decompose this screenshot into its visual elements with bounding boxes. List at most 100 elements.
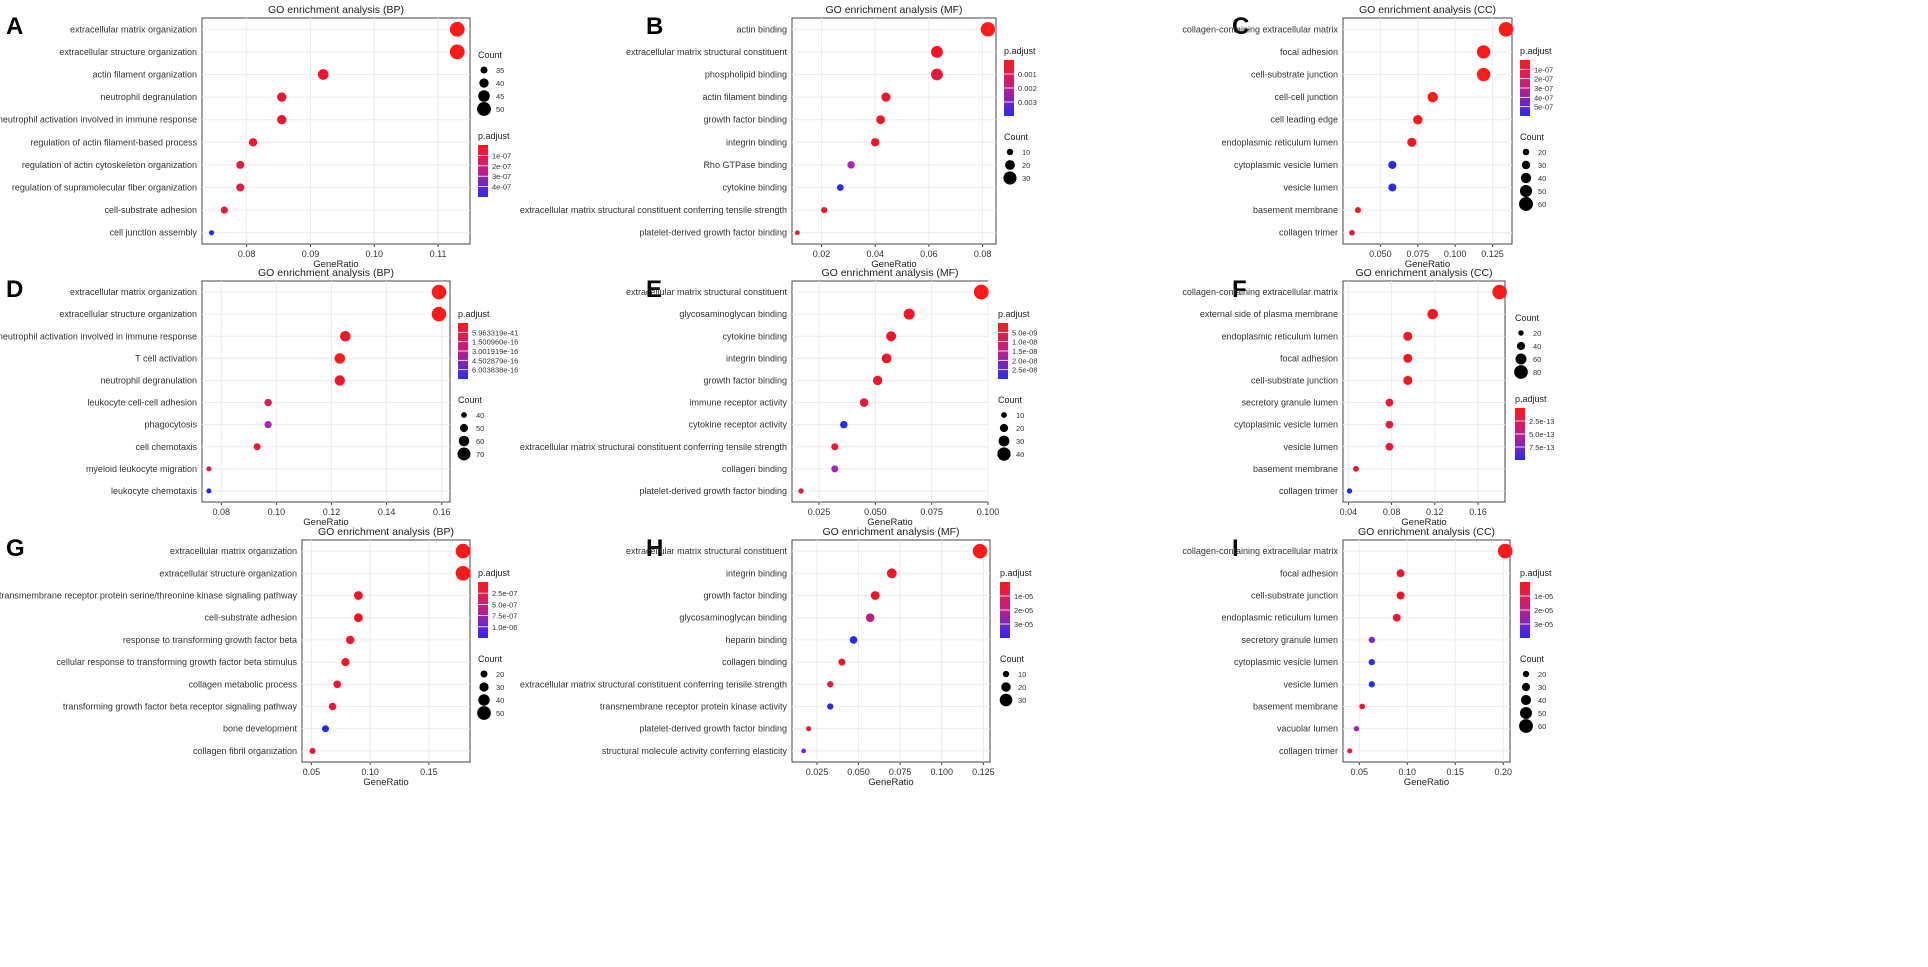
term-label: extracellular matrix structural constitu… bbox=[626, 546, 788, 556]
data-point bbox=[317, 69, 329, 80]
data-point bbox=[449, 21, 465, 37]
data-points bbox=[206, 284, 447, 494]
count-legend: Count 10 20 30 bbox=[1003, 132, 1030, 185]
count-legend-label: 30 bbox=[1016, 437, 1024, 446]
term-label: leukocyte chemotaxis bbox=[111, 486, 198, 496]
term-label: growth factor binding bbox=[703, 591, 787, 601]
padjust-label: 5.0e-13 bbox=[1529, 430, 1554, 439]
count-legend-label: 40 bbox=[1533, 342, 1541, 351]
x-tick-label: 0.02 bbox=[813, 249, 831, 259]
count-legend-dot bbox=[477, 706, 491, 720]
term-label: focal adhesion bbox=[1280, 353, 1338, 363]
padjust-label: 1.5e-08 bbox=[1012, 347, 1037, 356]
padjust-label: 1.0e-06 bbox=[492, 623, 517, 632]
data-point bbox=[865, 613, 875, 622]
term-label: cytokine receptor activity bbox=[688, 420, 787, 430]
data-point bbox=[333, 680, 342, 689]
count-legend-label: 40 bbox=[496, 696, 504, 705]
x-tick-label: 0.10 bbox=[1399, 767, 1417, 777]
data-point bbox=[253, 443, 261, 451]
term-label: platelet-derived growth factor binding bbox=[639, 486, 787, 496]
chart-title: GO enrichment analysis (CC) bbox=[1355, 267, 1492, 279]
panel-c: C GO enrichment analysis (CC) collagen-con… bbox=[1182, 4, 1553, 270]
padjust-label: 1e-07 bbox=[1534, 65, 1553, 74]
data-point bbox=[431, 284, 447, 300]
term-label: endoplasmic reticulum lumen bbox=[1221, 137, 1338, 147]
padjust-label: 2.0e-08 bbox=[1012, 356, 1037, 365]
term-label: extracellular structure organization bbox=[159, 568, 297, 578]
chart-title: GO enrichment analysis (MF) bbox=[825, 4, 962, 16]
data-point bbox=[827, 703, 834, 710]
padjust-legend: p.adjust 1e-05 2e-05 3e-05 bbox=[1520, 568, 1553, 638]
term-label: regulation of supramolecular fiber organ… bbox=[12, 183, 197, 193]
panel-b: B GO enrichment analysis (MF) actin bindin… bbox=[520, 4, 1037, 270]
count-legend-dot bbox=[459, 423, 469, 433]
padjust-label: 3e-07 bbox=[492, 172, 511, 181]
padjust-legend: p.adjust 2.5e-13 5.0e-13 7.5e-13 bbox=[1515, 394, 1554, 460]
data-point bbox=[980, 22, 996, 37]
count-legend-dot bbox=[1005, 160, 1015, 170]
padjust-legend: p.adjust 5.963319e-411.500960e-163.001919… bbox=[458, 309, 518, 379]
data-point bbox=[248, 138, 258, 147]
padjust-label: 7.5e-07 bbox=[492, 612, 517, 621]
data-point bbox=[264, 421, 272, 429]
count-legend: Count 20 30 40 50 bbox=[477, 654, 504, 720]
data-point bbox=[321, 725, 330, 733]
panel-f: F GO enrichment analysis (CC) collagen-con… bbox=[1182, 267, 1554, 528]
count-legend-title: Count bbox=[1520, 132, 1545, 142]
data-point bbox=[870, 138, 880, 147]
data-point bbox=[801, 748, 807, 754]
panel-h: H GO enrichment analysis (MF) extracellula… bbox=[520, 526, 1033, 788]
count-legend-label: 30 bbox=[1022, 174, 1030, 183]
term-label: response to transforming growth factor b… bbox=[123, 635, 297, 645]
x-axis-label: GeneRatio bbox=[303, 517, 348, 528]
term-label: cell leading edge bbox=[1270, 115, 1338, 125]
count-legend-label: 40 bbox=[476, 411, 484, 420]
count-legend-label: 20 bbox=[1018, 683, 1026, 692]
data-points bbox=[794, 22, 996, 236]
x-tick-label: 0.08 bbox=[974, 249, 992, 259]
data-point bbox=[1392, 613, 1401, 622]
count-legend-label: 50 bbox=[1538, 709, 1546, 718]
term-label: transforming growth factor beta receptor… bbox=[63, 702, 298, 712]
panel-letter: G bbox=[6, 535, 25, 562]
count-legend-dot bbox=[1001, 682, 1011, 692]
padjust-label: 2e-05 bbox=[1014, 606, 1033, 615]
padjust-legend-title: p.adjust bbox=[1004, 46, 1036, 56]
padjust-label: 1e-07 bbox=[492, 151, 511, 160]
data-point bbox=[455, 566, 471, 581]
padjust-label: 4e-07 bbox=[1534, 93, 1553, 102]
padjust-label: 3e-07 bbox=[1534, 84, 1553, 93]
data-point bbox=[831, 443, 839, 451]
term-label: growth factor binding bbox=[703, 115, 787, 125]
data-point bbox=[831, 465, 839, 473]
plot-area bbox=[201, 280, 451, 503]
padjust-label: 1.500960e-16 bbox=[472, 338, 518, 347]
count-legend-label: 35 bbox=[496, 66, 504, 75]
data-point bbox=[870, 591, 880, 600]
count-legend-dot bbox=[999, 693, 1013, 707]
term-label: growth factor binding bbox=[703, 375, 787, 385]
count-legend: Count 20 30 40 50 60 bbox=[1519, 132, 1546, 211]
padjust-label: 5e-07 bbox=[1534, 103, 1553, 112]
term-label: extracellular matrix structural constitu… bbox=[626, 287, 788, 297]
data-point bbox=[1407, 137, 1417, 147]
padjust-label: 1.0e-08 bbox=[1012, 338, 1037, 347]
term-label: cytoplasmic vesicle lumen bbox=[1234, 160, 1338, 170]
term-label: cell-substrate junction bbox=[1251, 591, 1338, 601]
count-legend: Count 10 20 30 40 bbox=[997, 395, 1024, 461]
term-label: extracellular matrix organization bbox=[170, 546, 297, 556]
count-legend-label: 80 bbox=[1533, 368, 1541, 377]
data-point bbox=[1349, 229, 1355, 236]
count-legend-dot bbox=[1002, 670, 1010, 678]
data-point bbox=[1385, 398, 1394, 407]
padjust-label: 0.001 bbox=[1018, 70, 1037, 79]
count-legend-dot bbox=[1519, 719, 1533, 733]
data-point bbox=[328, 702, 337, 711]
data-point bbox=[1368, 658, 1375, 666]
data-point bbox=[1368, 681, 1375, 688]
padjust-label: 3e-05 bbox=[1014, 620, 1033, 629]
x-tick-label: 0.10 bbox=[268, 507, 286, 517]
padjust-legend-title: p.adjust bbox=[1520, 568, 1552, 578]
count-legend-title: Count bbox=[998, 395, 1023, 405]
